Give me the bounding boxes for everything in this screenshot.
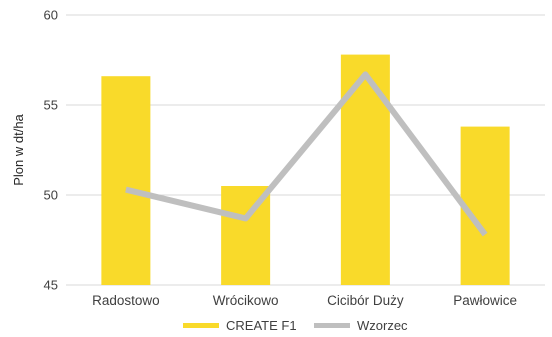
bar-series bbox=[101, 54, 510, 285]
y-tick-label: 50 bbox=[44, 188, 58, 203]
x-category-label: Wrócikowo bbox=[213, 293, 279, 308]
legend-label-wzorzec: Wzorzec bbox=[357, 318, 408, 333]
x-category-label: Pawłowice bbox=[453, 293, 517, 308]
line-series bbox=[125, 71, 488, 237]
x-category-label: Cicibór Duży bbox=[327, 293, 404, 308]
legend-swatch-wzorzec bbox=[314, 323, 350, 328]
y-tick-label: 60 bbox=[44, 8, 58, 23]
bar bbox=[340, 54, 390, 285]
series-line-wzorzec bbox=[125, 71, 488, 237]
legend: CREATE F1 Wzorzec bbox=[183, 318, 408, 333]
y-axis-ticks: 45 50 55 60 bbox=[44, 8, 58, 293]
y-axis-label: Plon w dt/ha bbox=[11, 113, 26, 185]
bar bbox=[101, 76, 151, 285]
x-axis-categories: Radostowo Wrócikowo Cicibór Duży Pawłowice bbox=[92, 293, 517, 308]
x-category-label: Radostowo bbox=[92, 293, 160, 308]
legend-swatch-create-f1 bbox=[183, 323, 219, 328]
y-tick-label: 45 bbox=[44, 278, 58, 293]
bar bbox=[460, 126, 510, 285]
y-tick-label: 55 bbox=[44, 98, 58, 113]
legend-label-create-f1: CREATE F1 bbox=[226, 318, 297, 333]
